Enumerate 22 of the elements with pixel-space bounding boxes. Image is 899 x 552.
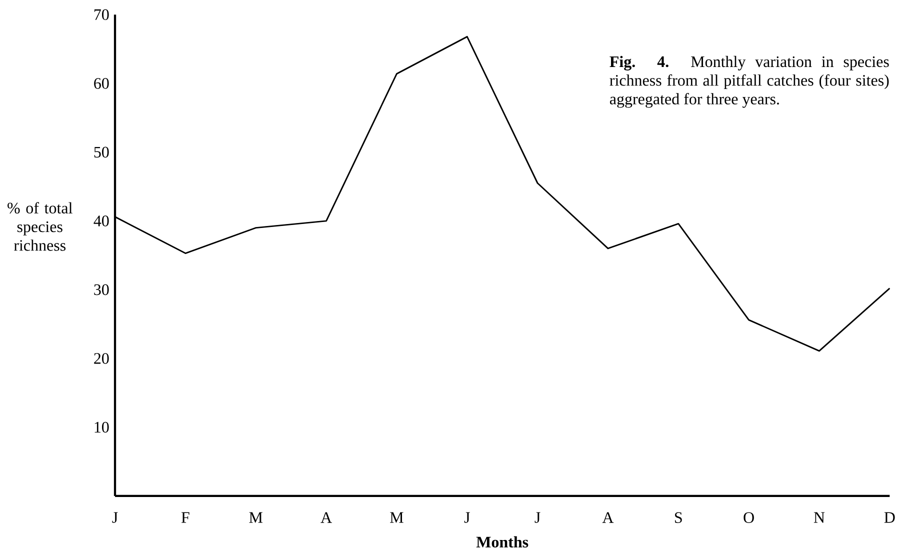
x-tick-label: A <box>602 512 614 523</box>
y-tick-label: 50 <box>94 146 109 158</box>
x-tick-label: O <box>744 512 754 523</box>
y-axis-title: % of total species richness <box>8 202 72 251</box>
y-tick-label: 40 <box>94 216 109 226</box>
x-tick-label: M <box>390 512 404 523</box>
y-tick-label: 10 <box>94 422 109 433</box>
y-tick-label: 70 <box>94 9 109 20</box>
x-tick-label: N <box>814 512 825 523</box>
x-tick-label: S <box>675 512 682 523</box>
x-tick-label: J <box>534 512 540 523</box>
y-tick-label: 30 <box>94 284 109 296</box>
x-tick-label: A <box>320 512 332 523</box>
y-tick-label: 20 <box>94 353 109 364</box>
x-tick-label: D <box>884 512 895 523</box>
chart-title: Fig. 4. Monthly variation in species richness from all pitfall catches (four sites) aggregated for three years. <box>610 56 889 108</box>
x-tick-label: F <box>181 512 190 523</box>
x-tick-label: J <box>464 512 470 523</box>
x-tick-label: J <box>112 512 118 523</box>
x-axis-title: Months <box>476 536 528 548</box>
x-tick-label: M <box>249 512 262 523</box>
y-tick-label: 60 <box>94 78 109 89</box>
